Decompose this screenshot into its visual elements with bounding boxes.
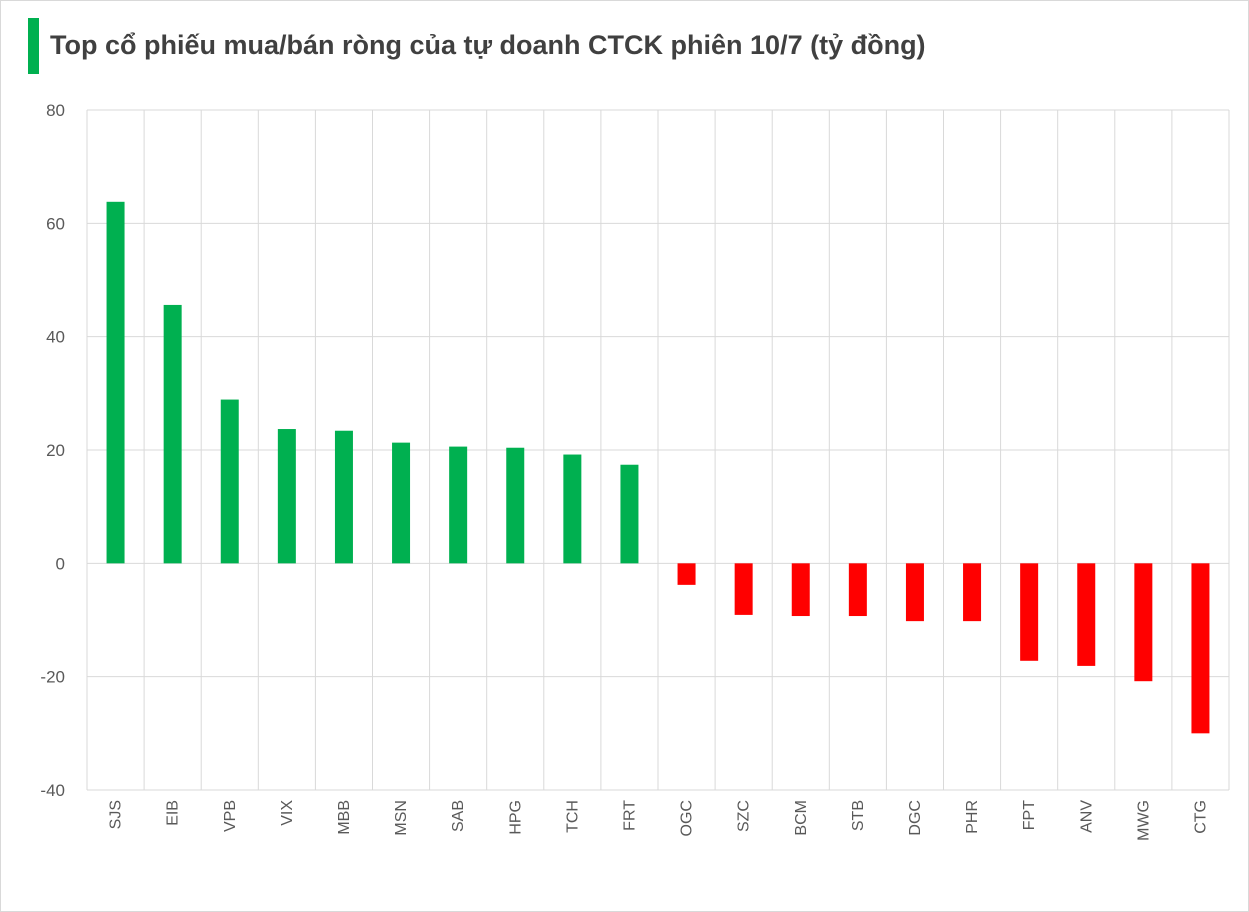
bar-msn xyxy=(392,442,411,564)
x-tick-label: FRT xyxy=(621,800,638,831)
bar-tch xyxy=(563,454,582,564)
x-tick-label: VPB xyxy=(222,800,239,832)
bar-vix xyxy=(277,429,296,564)
bar-phr xyxy=(963,563,982,622)
bar-frt xyxy=(620,464,639,564)
x-tick-label: DGC xyxy=(907,800,924,836)
y-tick-label: 0 xyxy=(56,554,65,573)
x-tick-label: HPG xyxy=(507,800,524,835)
x-tick-label: TCH xyxy=(564,800,581,833)
x-tick-label: OGC xyxy=(679,800,696,836)
x-tick-label: FPT xyxy=(1021,800,1038,830)
bars xyxy=(106,201,1210,734)
x-tick-label: PHR xyxy=(964,800,981,834)
gridlines xyxy=(86,109,1230,791)
y-tick-label: 80 xyxy=(46,101,65,120)
x-tick-label: MSN xyxy=(393,800,410,836)
y-tick-label: 60 xyxy=(46,214,65,233)
bar-anv xyxy=(1077,563,1096,666)
y-axis-ticks: 80 60 40 20 0 -20 -40 xyxy=(40,101,65,800)
bar-ogc xyxy=(677,563,696,585)
bar-mbb xyxy=(334,430,353,564)
bar-vpb xyxy=(220,399,239,564)
x-tick-label: SJS xyxy=(108,800,125,829)
bar-eib xyxy=(163,304,182,564)
bar-stb xyxy=(848,563,867,617)
x-tick-label: EIB xyxy=(165,800,182,826)
bar-szc xyxy=(734,563,753,615)
x-tick-label: STB xyxy=(850,800,867,831)
y-tick-label: 20 xyxy=(46,441,65,460)
bar-sab xyxy=(449,446,468,564)
y-tick-label: 40 xyxy=(46,328,65,347)
chart-title: Top cổ phiếu mua/bán ròng của tự doanh C… xyxy=(50,30,926,60)
bar-hpg xyxy=(506,447,525,564)
x-tick-label: VIX xyxy=(279,800,296,826)
x-tick-label: BCM xyxy=(793,800,810,836)
x-tick-label: MBB xyxy=(336,800,353,835)
x-tick-label: MWG xyxy=(1135,800,1152,841)
y-tick-label: -20 xyxy=(40,668,65,687)
bar-fpt xyxy=(1020,563,1039,661)
bar-bcm xyxy=(791,563,810,617)
x-tick-label: ANV xyxy=(1078,800,1095,833)
x-tick-label: CTG xyxy=(1192,800,1209,834)
bar-dgc xyxy=(905,563,924,622)
bar-sjs xyxy=(106,201,125,564)
title-accent-bar xyxy=(28,18,39,74)
y-tick-label: -40 xyxy=(40,781,65,800)
x-axis-categories: SJS EIB VPB VIX MBB MSN SAB HPG TCH FRT OGC SZC BCM S… xyxy=(108,800,1210,841)
bar-ctg xyxy=(1191,563,1210,734)
x-tick-label: SZC xyxy=(736,800,753,832)
x-tick-label: SAB xyxy=(450,800,467,832)
bar-mwg xyxy=(1134,563,1153,682)
